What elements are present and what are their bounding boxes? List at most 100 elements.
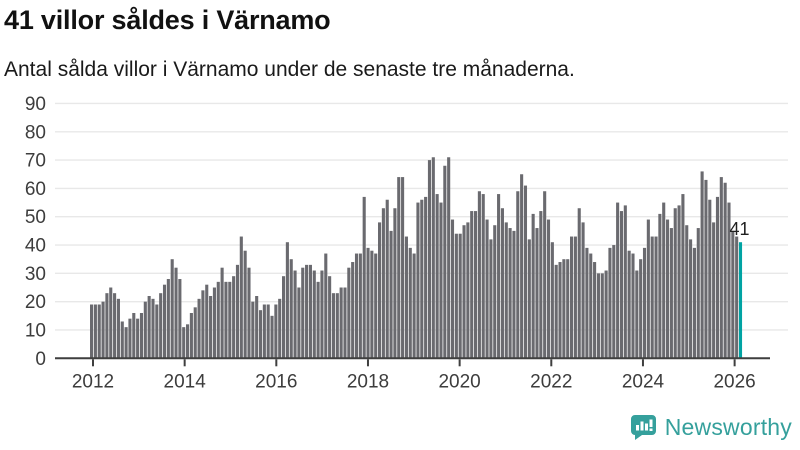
bar [132,312,136,359]
bar [635,270,639,359]
bar [408,247,412,359]
bar [604,270,608,359]
bar [351,262,355,359]
bar [596,273,600,359]
bar [216,281,220,359]
bar [139,312,144,359]
bar [186,324,190,359]
bar [178,279,182,359]
bar [120,321,124,359]
bar [147,296,151,359]
bar [589,253,593,359]
x-axis-tick-label: 2022 [530,371,572,392]
bar [401,177,405,359]
newsworthy-speech-bubble-bar-chart-icon [630,414,656,440]
bar-chart: 0 10 20 30 40 50 60 70 80 90 2012 2014 2016 2018 2020 2… [25,94,788,392]
bar [189,312,193,359]
bar [412,253,416,359]
bar [143,301,147,359]
bar [477,191,481,359]
bar [105,293,109,359]
bar [619,211,624,359]
bar [162,284,167,359]
brand-name: Newsworthy [664,413,792,440]
bar [443,165,447,359]
bar [435,194,439,359]
bar [182,327,186,359]
bar [642,247,647,359]
bar [520,174,524,359]
bar [719,177,723,359]
bar [282,276,286,359]
bar [570,236,574,359]
bar [454,233,458,359]
bar [255,296,259,359]
bar [439,202,443,359]
bar [616,202,620,359]
bar [516,191,520,359]
bar [266,304,270,359]
bar [128,318,132,359]
bar [416,202,420,359]
bar [577,208,581,359]
bar [681,194,685,359]
y-axis-tick-label: 50 [25,207,46,228]
bar [293,270,297,359]
bar [543,191,547,359]
bar [270,315,274,359]
bar [708,199,712,359]
bar [362,196,366,359]
bar [600,273,604,359]
bar [608,247,612,359]
bar [90,304,94,359]
bar [232,276,236,359]
bar [366,247,370,359]
bar [116,298,120,359]
bar [458,233,462,359]
bar [654,236,658,359]
bar [251,301,255,359]
chart-subtitle: Antal sålda villor i Värnamo under de se… [4,58,575,81]
bar [731,230,735,359]
bar [470,211,474,359]
y-axis-tick-label: 60 [25,179,46,200]
bar [235,264,240,359]
bar [593,262,597,359]
bar [331,293,336,359]
bar [669,228,673,359]
bar [316,281,320,359]
bar [404,236,408,359]
bar [735,236,739,359]
bar [101,301,105,359]
bar [727,202,731,359]
bar [673,208,677,359]
bar [623,205,627,359]
bar [646,219,650,359]
bar [424,196,428,359]
bar [209,296,213,359]
bar [539,211,543,359]
bar [493,225,497,359]
y-axis-tick-label: 0 [35,349,46,370]
bar [385,199,389,359]
bar [581,222,585,359]
bar [262,304,266,359]
bar [312,270,316,359]
bar [113,293,117,359]
bar [627,250,631,359]
bar [358,253,362,359]
x-axis-tick-label: 2018 [347,371,389,392]
bar [224,281,228,359]
bar [431,157,435,359]
bar [170,259,174,359]
y-axis-tick-label: 90 [25,94,46,115]
bar [723,182,727,359]
bar [285,242,289,359]
bar [301,267,305,359]
bar [205,284,209,359]
x-axis-tick-label: 2014 [164,371,207,392]
bar [704,179,708,359]
chart-title: 41 villor såldes i Värnamo [4,5,331,35]
bar [427,160,432,359]
bar [562,259,566,359]
